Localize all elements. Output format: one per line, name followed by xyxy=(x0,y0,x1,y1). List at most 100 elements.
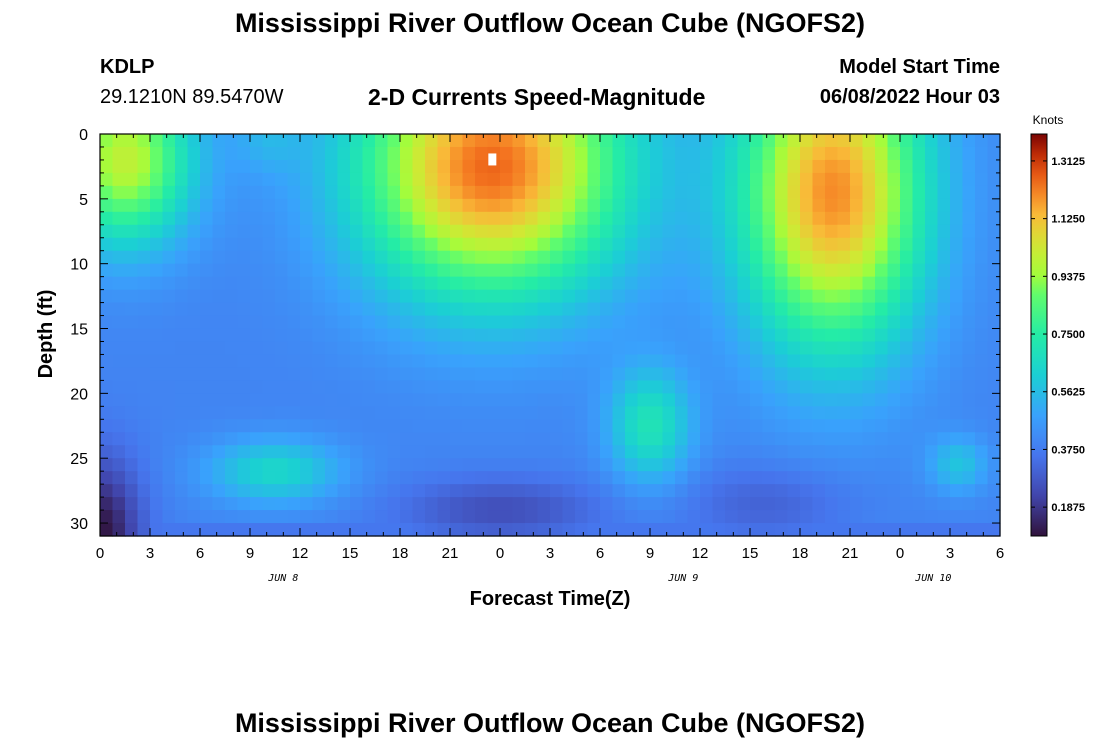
heatmap-cell xyxy=(725,406,739,420)
heatmap-cell xyxy=(637,432,651,446)
heatmap-cell xyxy=(625,211,639,226)
heatmap-cell xyxy=(150,289,164,304)
heatmap-cell xyxy=(675,198,689,213)
heatmap-cell xyxy=(662,302,676,317)
heatmap-cell xyxy=(900,172,914,187)
heatmap-cell xyxy=(875,497,889,511)
heatmap-cell xyxy=(512,406,526,420)
heatmap-cell xyxy=(175,354,189,369)
heatmap-cell xyxy=(762,146,776,161)
heatmap-cell xyxy=(600,432,614,446)
heatmap-cell xyxy=(812,134,826,148)
heatmap-cell xyxy=(512,159,526,174)
heatmap-cell xyxy=(275,458,289,472)
heatmap-cell xyxy=(787,471,801,485)
heatmap-cell xyxy=(162,276,176,291)
heatmap-cell xyxy=(837,484,851,498)
heatmap-cell xyxy=(587,367,601,381)
colorbar-ticks xyxy=(1031,160,1047,508)
heatmap-cell xyxy=(612,406,626,420)
heatmap-cell xyxy=(737,497,751,511)
heatmap-cell xyxy=(200,406,214,420)
heatmap-cell xyxy=(212,510,226,524)
heatmap-cell xyxy=(700,510,714,524)
heatmap-cell xyxy=(900,302,914,317)
heatmap-cell xyxy=(525,445,539,459)
heatmap-cell xyxy=(950,354,964,369)
heatmap-cell xyxy=(850,302,864,317)
heatmap-cell xyxy=(675,276,689,291)
heatmap-cell xyxy=(937,263,951,278)
heatmap-cell xyxy=(412,523,426,537)
heatmap-cell xyxy=(612,354,626,369)
heatmap-cell xyxy=(512,289,526,304)
heatmap-cell xyxy=(950,471,964,485)
heatmap-cell xyxy=(312,159,326,174)
heatmap-cell xyxy=(462,458,476,472)
heatmap-cell xyxy=(275,315,289,330)
heatmap-cell xyxy=(950,315,964,330)
heatmap-cell xyxy=(200,276,214,291)
heatmap-cell xyxy=(250,471,264,485)
heatmap-cell xyxy=(337,198,351,213)
heatmap-cell xyxy=(550,406,564,420)
heatmap-cell xyxy=(262,237,276,252)
heatmap-cell xyxy=(137,289,151,304)
heatmap-cell xyxy=(700,367,714,381)
heatmap-cell xyxy=(275,302,289,317)
heatmap-cell xyxy=(750,237,764,252)
heatmap-cell xyxy=(612,289,626,304)
heatmap-cell xyxy=(612,315,626,330)
heatmap-cell xyxy=(325,315,339,330)
heatmap-cell xyxy=(300,237,314,252)
heatmap-cell xyxy=(600,134,614,148)
heatmap-cell xyxy=(150,419,164,433)
heatmap-cell xyxy=(900,523,914,537)
heatmap-cell xyxy=(750,380,764,394)
heatmap-cell xyxy=(687,159,701,174)
heatmap-cell xyxy=(425,419,439,433)
heatmap-cell xyxy=(925,237,939,252)
heatmap-cell xyxy=(737,484,751,498)
heatmap-cell xyxy=(387,185,401,200)
heatmap-cell xyxy=(350,484,364,498)
heatmap-cell xyxy=(700,289,714,304)
heatmap-cell xyxy=(625,432,639,446)
heatmap-cell xyxy=(962,224,976,239)
heatmap-cell xyxy=(537,393,551,407)
heatmap-cell xyxy=(137,328,151,343)
heatmap-cell xyxy=(525,328,539,343)
heatmap-cell xyxy=(625,393,639,407)
heatmap-cell xyxy=(912,523,926,537)
heatmap-cell xyxy=(662,367,676,381)
heatmap-cell xyxy=(912,134,926,148)
heatmap-cell xyxy=(787,445,801,459)
heatmap-cell xyxy=(750,523,764,537)
heatmap-cell xyxy=(562,354,576,369)
heatmap-cell xyxy=(362,159,376,174)
heatmap-cell xyxy=(650,367,664,381)
heatmap-cell xyxy=(712,211,726,226)
heatmap-cell xyxy=(625,185,639,200)
heatmap-cell xyxy=(312,315,326,330)
heatmap-cell xyxy=(712,393,726,407)
heatmap-cell xyxy=(162,445,176,459)
heatmap-cell xyxy=(850,250,864,265)
heatmap-cell xyxy=(987,146,1001,161)
heatmap-cell xyxy=(650,523,664,537)
heatmap-cell xyxy=(187,172,201,187)
heatmap-cell xyxy=(287,237,301,252)
heatmap-cell xyxy=(800,380,814,394)
heatmap-cell xyxy=(487,497,501,511)
heatmap-cell xyxy=(375,380,389,394)
heatmap-cell xyxy=(737,315,751,330)
heatmap-cell xyxy=(962,315,976,330)
heatmap-cell xyxy=(450,250,464,265)
heatmap-cell xyxy=(487,289,501,304)
heatmap-cell xyxy=(350,406,364,420)
heatmap-cell xyxy=(937,432,951,446)
heatmap-cell xyxy=(825,211,839,226)
heatmap-cell xyxy=(825,354,839,369)
heatmap-cell xyxy=(762,302,776,317)
heatmap-cell xyxy=(287,354,301,369)
